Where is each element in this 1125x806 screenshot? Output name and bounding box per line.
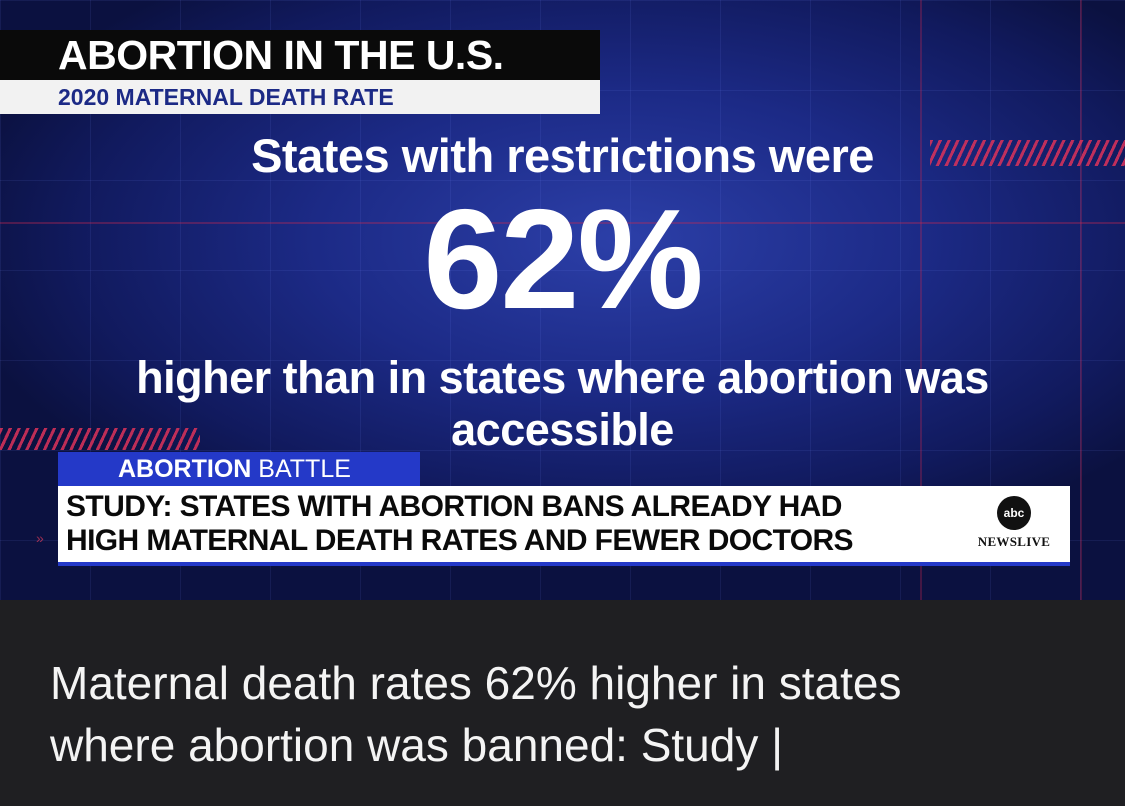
- abc-logo-icon: abc: [997, 496, 1031, 530]
- decor-hatch: [930, 140, 1125, 166]
- decor-line: [920, 0, 922, 600]
- big-stat: 62%: [423, 180, 703, 339]
- headline-bottom: higher than in states where abortion was…: [0, 352, 1125, 456]
- abc-news-live-logo: abc NEWSLIVE: [964, 496, 1064, 556]
- headline-bottom-line1: higher than in states where abortion was: [136, 352, 989, 403]
- tag-bold: ABORTION: [118, 455, 252, 483]
- video-frame[interactable]: ABORTION IN THE U.S. 2020 MATERNAL DEATH…: [0, 0, 1125, 600]
- graphic-title: ABORTION IN THE U.S.: [0, 30, 600, 80]
- graphic-subtitle: 2020 MATERNAL DEATH RATE: [0, 80, 600, 114]
- decor-line: [0, 222, 1125, 224]
- lower-third-tag: ABORTION BATTLE: [58, 452, 420, 486]
- lower-third-banner: STUDY: STATES WITH ABORTION BANS ALREADY…: [58, 486, 1070, 566]
- chevrons-icon: »: [36, 530, 44, 546]
- headline-top: States with restrictions were: [251, 129, 874, 182]
- banner-line2: HIGH MATERNAL DEATH RATES AND FEWER DOCT…: [66, 524, 854, 557]
- video-title-line1: Maternal death rates 62% higher in state…: [50, 657, 902, 709]
- tag-rest: BATTLE: [258, 455, 351, 483]
- headline-bottom-line2: accessible: [451, 404, 674, 455]
- decor-hatch: [0, 428, 200, 450]
- banner-line1: STUDY: STATES WITH ABORTION BANS ALREADY…: [66, 490, 842, 523]
- video-title-line2: where abortion was banned: Study |: [50, 719, 784, 771]
- decor-line: [1080, 0, 1082, 600]
- video-title[interactable]: Maternal death rates 62% higher in state…: [50, 652, 1090, 776]
- newslive-wordmark: NEWSLIVE: [977, 534, 1051, 549]
